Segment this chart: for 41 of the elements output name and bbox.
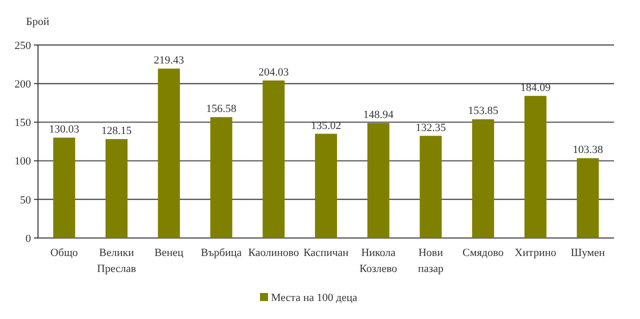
y-tick-label: 100 — [14, 156, 32, 168]
x-tick-label: Общо — [50, 247, 78, 259]
data-label: 148.94 — [363, 109, 394, 122]
data-label: 128.15 — [101, 125, 132, 138]
data-label: 184.09 — [520, 82, 552, 94]
bar — [420, 136, 442, 238]
data-label: 156.58 — [206, 103, 237, 116]
data-label: 103.38 — [572, 144, 604, 156]
data-label: 204.03 — [258, 66, 290, 78]
y-tick-label: 150 — [14, 117, 32, 130]
x-tick-label: Никола Козлево — [360, 247, 398, 275]
x-tick-label: Велики Преслав — [97, 247, 136, 275]
y-axis-title: Брой — [26, 16, 50, 28]
y-tick-label: 200 — [14, 78, 32, 90]
bar — [262, 80, 285, 238]
bar — [210, 117, 232, 238]
y-tick-label: 250 — [14, 40, 32, 52]
bar — [158, 68, 180, 238]
x-tick-label: Шумен — [570, 247, 606, 259]
y-tick-label: 0 — [26, 232, 32, 245]
y-tick-label: 50 — [20, 194, 32, 206]
x-tick-label: Каспичан — [303, 247, 349, 259]
data-label: 130.03 — [49, 124, 80, 136]
legend-label: Места на 100 деца — [271, 292, 358, 304]
x-tick-label: Венец — [154, 247, 184, 259]
bar — [315, 134, 337, 238]
data-label: 153.85 — [468, 105, 499, 118]
data-label: 132.35 — [416, 122, 446, 134]
bar — [53, 138, 76, 238]
data-label: 135.02 — [310, 120, 342, 132]
x-tick-label: Нови пазар — [418, 247, 444, 275]
bar — [367, 123, 390, 238]
x-tick-label: Каолиново — [248, 247, 300, 259]
bar — [576, 158, 599, 238]
x-tick-label: Смядово — [462, 247, 504, 259]
x-tick-label: Хитрино — [514, 247, 557, 259]
bar — [524, 96, 546, 238]
bar — [472, 119, 494, 238]
x-tick-label: Върбица — [200, 247, 242, 259]
data-label: 219.43 — [154, 54, 185, 67]
bar — [106, 139, 128, 238]
